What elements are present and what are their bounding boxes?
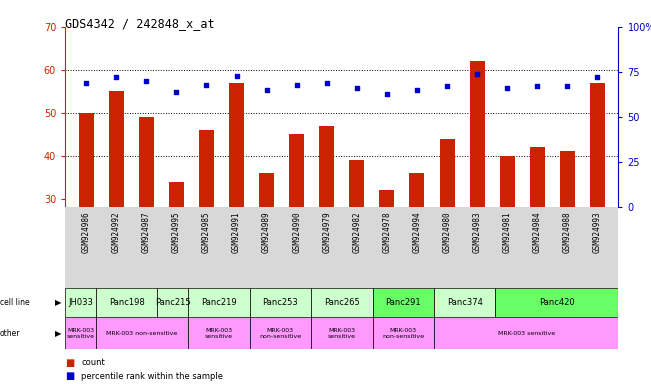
Text: GSM924994: GSM924994: [413, 211, 421, 253]
Bar: [350, 160, 365, 328]
Text: ▶: ▶: [55, 298, 62, 307]
Bar: [530, 147, 545, 328]
Text: GSM924992: GSM924992: [112, 211, 120, 253]
Bar: [109, 91, 124, 328]
Point: [352, 85, 362, 91]
Text: GSM924990: GSM924990: [292, 211, 301, 253]
Point: [532, 83, 542, 89]
Text: GDS4342 / 242848_x_at: GDS4342 / 242848_x_at: [65, 17, 215, 30]
Text: Panc198: Panc198: [109, 298, 145, 307]
Bar: [434, 317, 618, 349]
Bar: [65, 288, 96, 317]
Text: MRK-003 non-sensitive: MRK-003 non-sensitive: [106, 331, 178, 336]
Bar: [372, 317, 434, 349]
Bar: [65, 317, 96, 349]
Bar: [249, 288, 311, 317]
Point: [472, 71, 482, 77]
Text: cell line: cell line: [0, 298, 30, 307]
Bar: [319, 126, 334, 328]
Point: [201, 81, 212, 88]
Bar: [560, 152, 575, 328]
Text: GSM924984: GSM924984: [533, 211, 542, 253]
Text: GSM924978: GSM924978: [382, 211, 391, 253]
Bar: [249, 317, 311, 349]
Bar: [96, 317, 188, 349]
Point: [292, 81, 302, 88]
Text: ■: ■: [65, 371, 74, 381]
Text: GSM924988: GSM924988: [563, 211, 572, 253]
Text: Panc265: Panc265: [324, 298, 359, 307]
Point: [81, 80, 91, 86]
Bar: [500, 156, 515, 328]
Point: [592, 74, 603, 81]
Text: Panc219: Panc219: [201, 298, 236, 307]
Bar: [469, 61, 484, 328]
Point: [171, 89, 182, 95]
Bar: [188, 317, 249, 349]
Bar: [439, 139, 454, 328]
Text: GSM924979: GSM924979: [322, 211, 331, 253]
Bar: [495, 288, 618, 317]
Text: Panc215: Panc215: [155, 298, 191, 307]
Text: GSM924983: GSM924983: [473, 211, 482, 253]
Bar: [229, 83, 244, 328]
Point: [322, 80, 332, 86]
Point: [442, 83, 452, 89]
Bar: [96, 288, 158, 317]
Bar: [311, 288, 372, 317]
Text: JH033: JH033: [68, 298, 93, 307]
Bar: [372, 288, 434, 317]
Text: GSM924986: GSM924986: [81, 211, 90, 253]
Point: [502, 85, 512, 91]
Text: ▶: ▶: [55, 329, 62, 338]
Text: MRK-003 sensitive: MRK-003 sensitive: [497, 331, 555, 336]
Text: MRK-003
sensitive: MRK-003 sensitive: [327, 328, 356, 339]
Text: ■: ■: [65, 358, 74, 368]
Text: GSM924987: GSM924987: [142, 211, 151, 253]
Text: GSM924981: GSM924981: [503, 211, 512, 253]
Point: [231, 73, 242, 79]
Text: count: count: [81, 358, 105, 367]
Text: GSM924985: GSM924985: [202, 211, 211, 253]
Text: Panc253: Panc253: [262, 298, 298, 307]
Bar: [158, 288, 188, 317]
Bar: [289, 134, 304, 328]
Text: MRK-003
non-sensitive: MRK-003 non-sensitive: [382, 328, 424, 339]
Text: GSM924982: GSM924982: [352, 211, 361, 253]
Text: GSM924995: GSM924995: [172, 211, 181, 253]
Text: GSM924980: GSM924980: [443, 211, 452, 253]
Bar: [188, 288, 249, 317]
Point: [141, 78, 152, 84]
Bar: [139, 117, 154, 328]
Bar: [409, 173, 424, 328]
Bar: [199, 130, 214, 328]
Text: MRK-003
sensitive: MRK-003 sensitive: [205, 328, 233, 339]
Text: MRK-003
sensitive: MRK-003 sensitive: [66, 328, 94, 339]
Point: [381, 91, 392, 97]
Text: Panc420: Panc420: [539, 298, 575, 307]
Text: GSM924991: GSM924991: [232, 211, 241, 253]
Text: Panc374: Panc374: [447, 298, 482, 307]
Bar: [590, 83, 605, 328]
Text: percentile rank within the sample: percentile rank within the sample: [81, 372, 223, 381]
Bar: [259, 173, 274, 328]
Bar: [169, 182, 184, 328]
Bar: [434, 288, 495, 317]
Point: [562, 83, 572, 89]
Text: GSM924993: GSM924993: [593, 211, 602, 253]
Bar: [311, 317, 372, 349]
Bar: [380, 190, 395, 328]
Text: MRK-003
non-sensitive: MRK-003 non-sensitive: [259, 328, 301, 339]
Point: [111, 74, 122, 81]
Text: Panc291: Panc291: [385, 298, 421, 307]
Point: [411, 87, 422, 93]
Bar: [79, 113, 94, 328]
Text: GSM924989: GSM924989: [262, 211, 271, 253]
Text: other: other: [0, 329, 20, 338]
Point: [262, 87, 272, 93]
